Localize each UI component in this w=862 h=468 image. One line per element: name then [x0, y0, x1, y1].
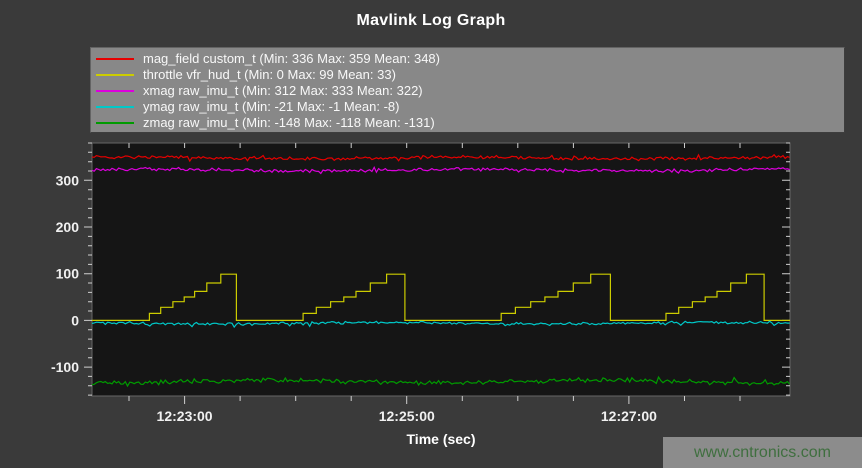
plot-area: -100 0 100 200 300 12:23:00 12:25:00 12:27:00 [51, 142, 791, 424]
y-tick-label: 300 [56, 172, 80, 188]
legend-label: ymag raw_imu_t (Min: -21 Max: -1 Mean: -… [143, 99, 400, 114]
series-line-xmag [91, 165, 790, 175]
legend-swatch-zmag [96, 122, 134, 124]
legend-label: zmag raw_imu_t (Min: -148 Max: -118 Mean… [143, 115, 435, 130]
series-line-throttle [92, 273, 790, 321]
legend-swatch-ymag [96, 106, 134, 108]
y-tick-label: 200 [56, 219, 80, 235]
legend-item-throttle: throttle vfr_hud_t (Min: 0 Max: 99 Mean:… [91, 67, 844, 83]
x-tick-label: 12:27:00 [601, 408, 657, 424]
legend-swatch-mag_field [96, 58, 134, 60]
watermark: www.cntronics.com [663, 437, 862, 468]
legend-swatch-throttle [96, 74, 134, 76]
series-line-ymag [91, 320, 790, 329]
legend-item-mag_field: mag_field custom_t (Min: 336 Max: 359 Me… [91, 51, 844, 67]
chart-title: Mavlink Log Graph [356, 12, 506, 29]
legend-label: throttle vfr_hud_t (Min: 0 Max: 99 Mean:… [143, 67, 396, 82]
legend-item-xmag: xmag raw_imu_t (Min: 312 Max: 333 Mean: … [91, 83, 844, 99]
series-line-zmag [91, 375, 791, 388]
plot-background [91, 142, 791, 397]
legend-item-ymag: ymag raw_imu_t (Min: -21 Max: -1 Mean: -… [91, 99, 844, 115]
legend-swatch-xmag [96, 90, 134, 92]
legend-label: mag_field custom_t (Min: 336 Max: 359 Me… [143, 51, 440, 66]
series-line-mag_field [91, 153, 790, 163]
legend: mag_field custom_t (Min: 336 Max: 359 Me… [90, 47, 845, 133]
legend-label: xmag raw_imu_t (Min: 312 Max: 333 Mean: … [143, 83, 423, 98]
y-tick-label: 100 [56, 266, 80, 282]
x-axis-title: Time (sec) [406, 431, 476, 447]
y-tick-label: 0 [71, 312, 79, 328]
x-tick-label: 12:25:00 [379, 408, 435, 424]
y-tick-label: -100 [51, 359, 79, 375]
legend-item-zmag: zmag raw_imu_t (Min: -148 Max: -118 Mean… [91, 115, 844, 131]
x-tick-label: 12:23:00 [157, 408, 213, 424]
